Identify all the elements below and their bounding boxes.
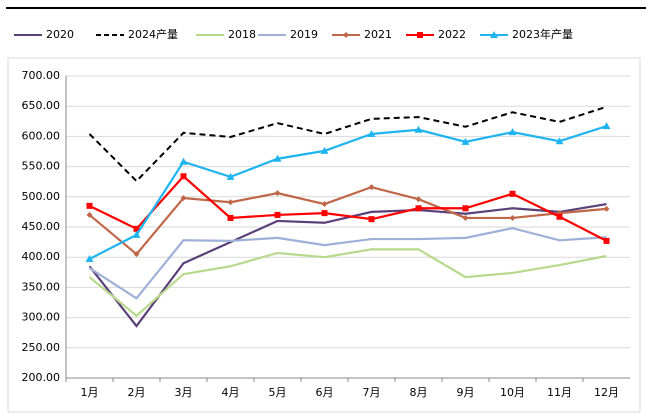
- y-tick-label: 600.00: [22, 129, 61, 142]
- y-tick-label: 700.00: [22, 69, 61, 82]
- legend-label: 2024产量: [128, 27, 178, 41]
- series-line: [88, 185, 607, 256]
- marker: [274, 211, 281, 218]
- y-tick-label: 200.00: [22, 371, 61, 384]
- legend-label: 2020: [46, 28, 74, 41]
- marker: [320, 146, 329, 154]
- legend-marker: [417, 32, 423, 38]
- marker: [556, 213, 563, 220]
- x-tick-label: 7月: [363, 386, 381, 399]
- y-tick-label: 450.00: [22, 220, 61, 233]
- marker: [180, 173, 187, 180]
- marker: [508, 128, 517, 136]
- legend-label: 2023年产量: [512, 27, 573, 41]
- marker: [509, 214, 516, 221]
- y-tick-label: 650.00: [22, 99, 61, 112]
- x-tick-label: 5月: [269, 386, 287, 399]
- y-tick-label: 350.00: [22, 280, 61, 293]
- marker: [132, 230, 141, 238]
- y-tick-label: 400.00: [22, 250, 61, 263]
- x-tick-label: 6月: [316, 386, 334, 399]
- legend-marker: [343, 32, 349, 38]
- x-tick-label: 10月: [500, 386, 525, 399]
- x-tick-label: 9月: [457, 386, 475, 399]
- marker: [367, 129, 376, 137]
- y-tick-label: 250.00: [22, 341, 61, 354]
- legend-label: 2021: [364, 28, 392, 41]
- x-tick-label: 11月: [547, 386, 572, 399]
- series-line: [88, 202, 607, 328]
- y-tick-label: 500.00: [22, 190, 61, 203]
- x-tick-label: 4月: [222, 386, 240, 399]
- y-tick-label: 300.00: [22, 311, 61, 324]
- marker: [227, 214, 234, 221]
- marker: [602, 122, 611, 130]
- marker: [274, 190, 281, 197]
- marker: [85, 255, 94, 263]
- marker: [509, 190, 516, 197]
- marker: [462, 205, 469, 212]
- marker: [227, 199, 234, 206]
- marker: [368, 184, 375, 191]
- marker: [133, 225, 140, 232]
- marker: [603, 237, 610, 244]
- marker: [462, 214, 469, 221]
- marker: [368, 216, 375, 223]
- marker: [461, 137, 470, 145]
- x-tick-label: 1月: [81, 386, 99, 399]
- series-line: [88, 125, 607, 260]
- series-line: [88, 248, 607, 318]
- marker: [321, 210, 328, 217]
- marker: [555, 137, 564, 145]
- x-tick-label: 2月: [128, 386, 146, 399]
- legend-label: 2022: [438, 28, 466, 41]
- marker: [180, 195, 187, 202]
- marker: [86, 202, 93, 209]
- legend-marker: [490, 31, 498, 38]
- marker: [321, 201, 328, 208]
- legend-label: 2019: [290, 28, 318, 41]
- series-line: [88, 105, 607, 183]
- x-tick-label: 3月: [175, 386, 193, 399]
- series-line: [89, 174, 608, 242]
- marker: [226, 172, 235, 180]
- x-tick-label: 8月: [410, 386, 428, 399]
- marker: [273, 154, 282, 162]
- marker: [414, 125, 423, 133]
- marker: [415, 196, 422, 203]
- marker: [603, 205, 610, 212]
- x-tick-label: 12月: [594, 386, 619, 399]
- marker: [86, 211, 93, 218]
- legend-label: 2018: [228, 28, 256, 41]
- marker: [133, 251, 140, 258]
- marker: [415, 205, 422, 212]
- y-tick-label: 550.00: [22, 160, 61, 173]
- plot-frame: [7, 57, 641, 413]
- series-line: [88, 227, 607, 300]
- marker: [179, 157, 188, 165]
